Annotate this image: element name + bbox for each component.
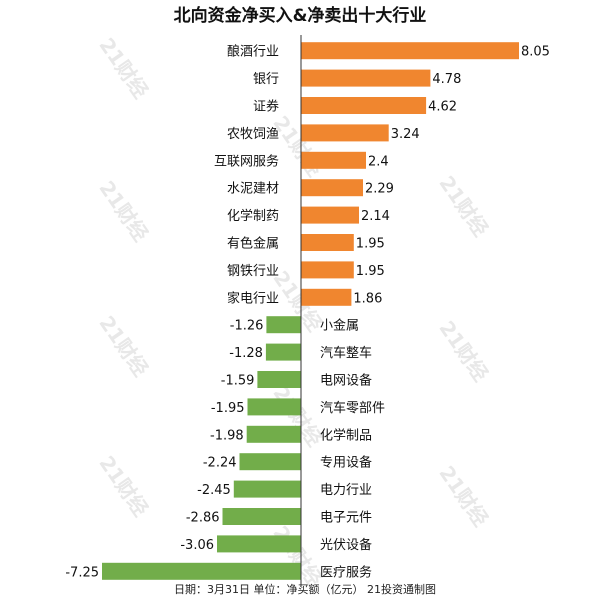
bar-3: [301, 124, 389, 142]
bar-5: [301, 179, 363, 197]
bar-7: [301, 234, 354, 251]
category-label: 汽车零部件: [320, 400, 385, 416]
category-label: 光伏设备: [320, 537, 372, 553]
bar-18: [217, 535, 301, 553]
bar-12: [257, 371, 301, 388]
watermark-text: 21财经: [434, 171, 493, 240]
bar-17: [222, 508, 301, 525]
category-label: 有色金属: [227, 236, 279, 252]
category-label: 钢铁行业: [227, 264, 279, 279]
category-label: 银行: [253, 72, 279, 87]
category-label: 电子元件: [320, 511, 372, 526]
bar-11: [265, 343, 301, 361]
bar-10: [266, 316, 301, 334]
bar-4: [301, 151, 366, 169]
value-label: 1.95: [356, 237, 385, 252]
bar-2: [301, 97, 427, 114]
value-label: -2.86: [186, 511, 220, 526]
category-label: 酿酒行业: [227, 44, 279, 60]
value-label: 1.95: [356, 264, 385, 279]
value-label: 2.4: [368, 154, 389, 169]
category-label: 小金属: [320, 318, 359, 334]
watermark-layer: 21财经21财经21财经21财经21财经21财经21财经21财经21财经21财经…: [94, 33, 493, 590]
bar-16: [233, 480, 301, 498]
category-label: 证券: [253, 99, 279, 115]
category-label: 农牧饲渔: [227, 127, 279, 142]
value-label: -1.95: [211, 401, 245, 416]
category-label: 电网设备: [320, 373, 372, 389]
chart-title: 北向资金净买入&净卖出十大行业: [174, 5, 427, 26]
value-label: -7.25: [65, 565, 99, 580]
watermark-text: 21财经: [434, 316, 493, 385]
category-label: 化学制药: [227, 208, 279, 224]
watermark-text: 21财经: [434, 461, 493, 530]
value-label: -2.45: [197, 483, 231, 498]
watermark-text: 21财经: [94, 33, 153, 102]
bar-15: [239, 453, 301, 471]
watermark-text: 21财经: [268, 111, 327, 180]
watermark-text: 21财经: [94, 451, 153, 520]
category-label: 化学制品: [320, 427, 372, 443]
labels-group: 酿酒行业 8.05 银行 4.78 证券 4.62 农牧饲渔 3.24 互联网服务 2.4 水泥建材…: [65, 44, 550, 581]
category-label: 医疗服务: [320, 564, 372, 580]
bar-9: [301, 288, 352, 306]
value-label: 8.05: [521, 45, 550, 60]
value-label: -2.24: [203, 456, 237, 471]
value-label: 1.86: [353, 291, 382, 306]
bar-6: [301, 206, 359, 224]
bar-8: [301, 261, 354, 279]
watermark-text: 21财经: [94, 311, 153, 380]
value-label: -1.59: [221, 374, 255, 389]
bar-13: [247, 398, 301, 416]
bar-1: [301, 69, 431, 87]
value-label: -1.28: [229, 346, 263, 361]
value-label: 3.24: [391, 127, 420, 142]
value-label: -1.98: [210, 428, 244, 443]
category-label: 专用设备: [320, 455, 372, 471]
category-label: 水泥建材: [227, 182, 279, 197]
bar-19: [102, 562, 301, 580]
value-label: 2.29: [365, 182, 394, 197]
watermark-text: 21财经: [268, 521, 327, 590]
value-label: 4.62: [428, 100, 457, 115]
footer-note: 日期：3月31日 单位：净买额（亿元） 21投资通制图: [174, 582, 436, 596]
category-label: 汽车整车: [320, 345, 372, 361]
category-label: 互联网服务: [214, 153, 279, 169]
category-label: 电力行业: [320, 483, 372, 498]
watermark-text: 21财经: [94, 176, 153, 245]
bars-group: [102, 42, 519, 580]
value-label: -3.06: [180, 538, 214, 553]
value-label: 4.78: [432, 72, 461, 87]
bar-0: [301, 42, 519, 60]
value-label: 2.14: [361, 209, 390, 224]
category-label: 家电行业: [227, 290, 279, 306]
bar-14: [246, 425, 301, 443]
value-label: -1.26: [230, 319, 264, 334]
